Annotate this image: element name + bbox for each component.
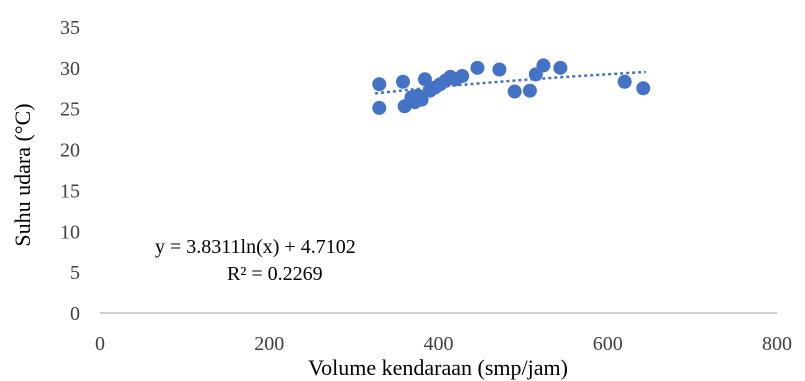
data-point xyxy=(372,77,387,92)
y-tick-label: 25 xyxy=(60,99,80,121)
data-points xyxy=(372,58,651,115)
x-tick-label: 400 xyxy=(424,333,454,355)
data-point xyxy=(414,92,429,107)
equation-label: y = 3.8311ln(x) + 4.7102 xyxy=(155,236,356,258)
data-point xyxy=(492,62,507,77)
x-tick-label: 600 xyxy=(593,333,623,355)
y-tick-label: 15 xyxy=(60,180,80,202)
x-tick-label: 0 xyxy=(95,333,105,355)
data-point xyxy=(470,60,485,75)
data-point xyxy=(617,74,632,89)
data-point xyxy=(417,72,432,87)
data-point xyxy=(553,60,568,75)
y-tick-label: 0 xyxy=(70,303,80,325)
y-axis-title: Suhu udara (°C) xyxy=(10,103,35,246)
data-point xyxy=(536,58,551,73)
y-tick-label: 10 xyxy=(60,221,80,243)
y-tick-label: 35 xyxy=(60,17,80,39)
y-tick-label: 5 xyxy=(70,262,80,284)
data-point xyxy=(522,83,537,98)
data-point xyxy=(372,100,387,115)
y-tick-labels: 0 5 10 15 20 25 30 35 xyxy=(60,17,80,325)
y-tick-label: 30 xyxy=(60,58,80,80)
r-squared-label: R² = 0.2269 xyxy=(227,263,323,285)
data-point xyxy=(636,81,651,96)
data-point xyxy=(507,84,522,99)
x-tick-label: 800 xyxy=(762,333,792,355)
data-point xyxy=(395,74,410,89)
y-tick-label: 20 xyxy=(60,140,80,162)
x-axis-title: Volume kendaraan (smp/jam) xyxy=(308,355,568,380)
x-tick-label: 200 xyxy=(254,333,284,355)
x-tick-labels: 0 200 400 600 800 xyxy=(95,333,792,355)
data-point xyxy=(455,69,470,84)
